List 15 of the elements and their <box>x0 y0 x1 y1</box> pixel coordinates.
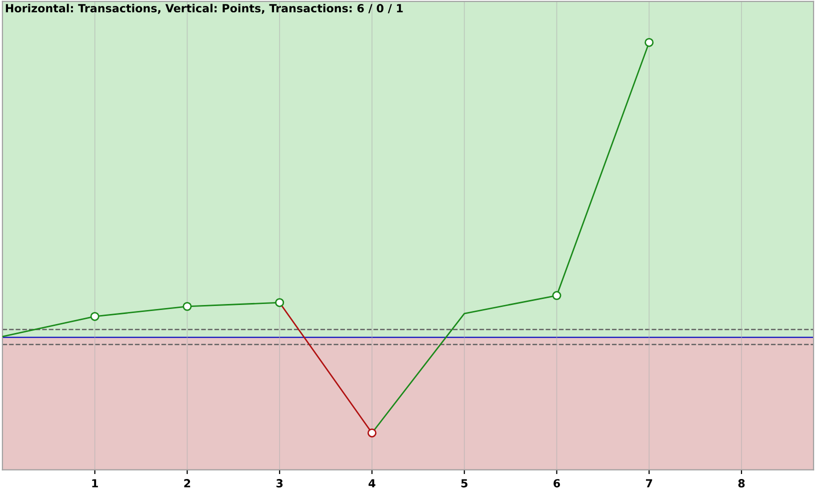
x-tick-label: 2 <box>184 479 190 488</box>
chart-title: Horizontal: Transactions, Vertical: Points, Transactions: 6 / 0 / 1 <box>6 4 403 14</box>
x-tick-label: 7 <box>646 479 652 488</box>
point <box>275 298 284 308</box>
x-tick-label: 4 <box>368 479 376 488</box>
x-tick-label: 1 <box>92 479 98 488</box>
point <box>552 291 562 300</box>
x-tick-label: 3 <box>276 479 283 488</box>
point <box>182 302 192 311</box>
x-tick-label: 8 <box>738 479 745 488</box>
point <box>90 312 100 321</box>
x-tick-label: 5 <box>461 479 468 488</box>
point <box>644 38 654 47</box>
x-tick-label: 6 <box>554 479 560 488</box>
point <box>367 428 376 438</box>
